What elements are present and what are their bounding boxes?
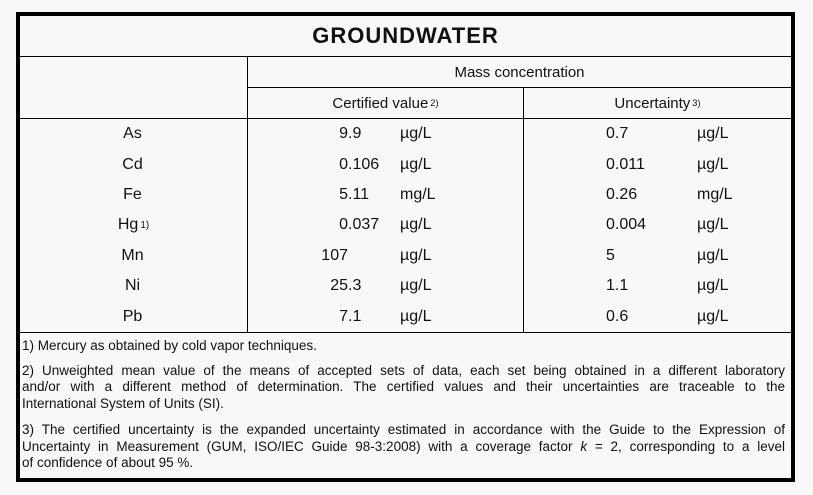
certified-value-frac: .3 (348, 277, 362, 295)
footnotes: 1) Mercury as obtained by cold vapor tec… (20, 333, 791, 478)
certified-value-frac: .11 (348, 186, 370, 204)
certified-value-cell: 5.11 mg/L (248, 179, 524, 211)
coverage-factor-k: k (580, 438, 588, 454)
table-row-pb: Pb 7.1 µg/L 0.6 µg/L (20, 301, 791, 332)
uncertainty-cell: 0.6 µg/L (524, 302, 791, 332)
uncertainty-cell: 0.011 µg/L (524, 149, 791, 179)
uncertainty-cell: 0.26 mg/L (524, 180, 791, 210)
certified-value-unit: µg/L (400, 125, 432, 143)
uncertainty-unit: mg/L (697, 186, 733, 204)
element-cell: Pb (20, 301, 248, 332)
certified-value-unit: µg/L (400, 307, 432, 325)
certified-value-header-label: Certified value (332, 94, 429, 112)
table-row-hg: Hg 1) 0.037 µg/L 0.004 µg/L (20, 210, 791, 241)
table-title: GROUNDWATER (20, 16, 791, 57)
groundwater-table: GROUNDWATER Mass concentration Certified… (16, 12, 795, 482)
certified-value-unit: µg/L (400, 277, 432, 295)
certified-value-cell: 0.106 µg/L (248, 149, 524, 180)
uncertainty-value: 0.6 (606, 307, 629, 325)
uncertainty-cell: 1.1 µg/L (524, 271, 791, 301)
certified-value-frac: .9 (348, 125, 362, 143)
certified-value-int: 25 (330, 277, 348, 295)
uncertainty-cell: 0.004 µg/L (524, 210, 791, 240)
footnote-1-text: 1) Mercury as obtained by cold vapor tec… (22, 338, 317, 353)
uncertainty-unit: µg/L (697, 216, 729, 234)
footnote-3-line2-before-k: Uncertainty in Measurement (GUM, ISO/IEC… (22, 438, 581, 454)
certified-value-footnote-ref: 2) (430, 98, 439, 108)
certified-value-cell: 0.037 µg/L (248, 210, 524, 241)
certified-value-unit: µg/L (400, 155, 432, 173)
table-row-fe: Fe 5.11 mg/L 0.26 mg/L (20, 179, 791, 211)
footnote-2: 2) Unweighted mean value of the means of… (22, 363, 785, 413)
uncertainty-unit: µg/L (697, 277, 729, 295)
uncertainty-value: 0.011 (606, 155, 645, 173)
certified-value-int: 5 (339, 186, 348, 204)
table-row-ni: Ni 25.3 µg/L 1.1 µg/L (20, 271, 791, 302)
uncertainty-unit: µg/L (697, 125, 729, 143)
certified-value-cell: 9.9 µg/L (248, 119, 524, 150)
certified-value-frac: .037 (348, 216, 380, 234)
uncertainty-header: Uncertainty 3) (524, 88, 791, 118)
table-row-mn: Mn 107 µg/L 5 µg/L (20, 240, 791, 272)
uncertainty-value: 1.1 (606, 277, 629, 295)
footnote-1: 1) Mercury as obtained by cold vapor tec… (22, 338, 785, 355)
uncertainty-unit: µg/L (697, 155, 729, 173)
element-cell: Fe (20, 179, 248, 211)
table-body: As 9.9 µg/L 0.7 µg/L Cd 0.106 µg/L 0.011 µg/… (20, 119, 791, 333)
subheader-row: Certified value 2) Uncertainty 3) (248, 88, 791, 118)
certified-value-frac: .106 (348, 155, 380, 173)
element-symbol: Cd (122, 155, 143, 173)
element-symbol: As (123, 125, 142, 143)
footnote-2-line3: International System of Units (SI). (22, 395, 224, 411)
table-header: Mass concentration Certified value 2) Unc… (20, 57, 791, 119)
table-row-as: As 9.9 µg/L 0.7 µg/L (20, 119, 791, 150)
footnote-3: 3) The certified uncertainty is the expa… (22, 422, 785, 472)
element-cell: Hg 1) (20, 210, 248, 241)
element-cell: Ni (20, 271, 248, 302)
uncertainty-value: 0.004 (606, 216, 647, 234)
element-footnote-ref: 1) (140, 219, 150, 231)
table-row-cd: Cd 0.106 µg/L 0.011 µg/L (20, 149, 791, 180)
certified-value-cell: 107 µg/L (248, 240, 524, 272)
uncertainty-unit: µg/L (697, 307, 729, 325)
footnote-3-line1: 3) The certified uncertainty is the expa… (22, 422, 785, 437)
uncertainty-value: 0.26 (606, 186, 638, 204)
footnote-3-line3: of confidence of about 95 %. (22, 455, 194, 470)
element-cell: As (20, 119, 248, 150)
footnote-2-line1: 2) Unweighted mean value of the means of… (22, 362, 785, 378)
certified-value-header: Certified value 2) (248, 88, 524, 118)
certified-value-int: 9 (339, 125, 348, 143)
certified-value-int: 7 (339, 307, 348, 325)
footnote-3-line2: Uncertainty in Measurement (GUM, ISO/IEC… (22, 439, 785, 456)
certified-value-int: 0 (339, 155, 348, 173)
certified-value-frac: .1 (348, 307, 362, 325)
element-symbol: Ni (124, 277, 141, 295)
uncertainty-cell: 5 µg/L (524, 241, 791, 271)
uncertainty-cell: 0.7 µg/L (524, 119, 791, 149)
element-symbol: Mn (121, 246, 144, 264)
certified-value-int: 107 (321, 246, 348, 264)
element-symbol: Hg (117, 216, 139, 234)
element-cell: Mn (20, 240, 248, 272)
footnote-2-line2: and/or with a different method of determ… (22, 379, 785, 394)
certified-value-cell: 25.3 µg/L (248, 271, 524, 302)
element-symbol: Pb (122, 307, 143, 325)
certified-value-unit: µg/L (400, 216, 432, 234)
mass-concentration-header: Mass concentration (248, 57, 791, 88)
footnote-3-line2-after-k: = 2, corresponding to a level (587, 438, 785, 454)
uncertainty-value: 5 (606, 246, 615, 264)
certified-value-unit: mg/L (400, 186, 436, 204)
element-cell: Cd (20, 149, 248, 180)
uncertainty-footnote-ref: 3) (692, 98, 701, 108)
uncertainty-unit: µg/L (697, 246, 729, 264)
uncertainty-value: 0.7 (606, 125, 629, 143)
uncertainty-header-label: Uncertainty (614, 94, 691, 112)
empty-header-cell (20, 57, 248, 118)
certified-value-unit: µg/L (400, 246, 432, 264)
certified-value-int: 0 (339, 216, 348, 234)
certified-value-cell: 7.1 µg/L (248, 301, 524, 332)
element-symbol: Fe (123, 186, 142, 204)
mass-concentration-group: Mass concentration Certified value 2) Unc… (248, 57, 791, 118)
